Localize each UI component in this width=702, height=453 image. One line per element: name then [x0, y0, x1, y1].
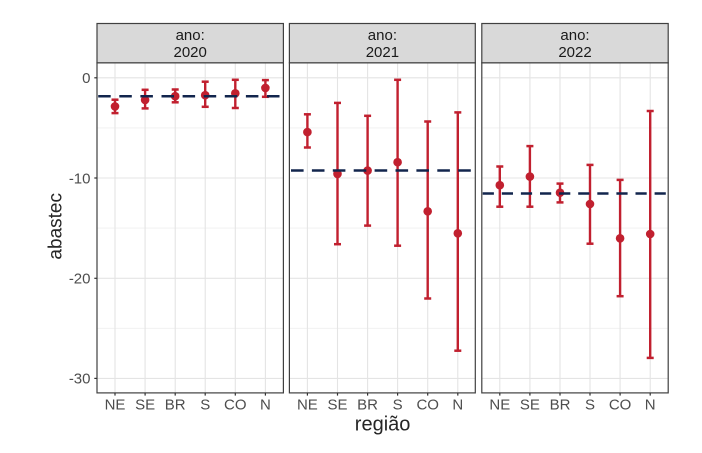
svg-text:NE: NE: [297, 397, 318, 414]
svg-text:-10: -10: [69, 170, 91, 187]
svg-text:BR: BR: [165, 397, 186, 414]
svg-text:CO: CO: [224, 397, 247, 414]
svg-text:-20: -20: [69, 271, 91, 288]
svg-text:BR: BR: [357, 397, 378, 414]
svg-text:NE: NE: [489, 397, 510, 414]
svg-text:BR: BR: [550, 397, 571, 414]
svg-text:região: região: [355, 414, 411, 436]
svg-text:CO: CO: [609, 397, 632, 414]
svg-text:S: S: [585, 397, 595, 414]
svg-text:SE: SE: [135, 397, 155, 414]
svg-text:2022: 2022: [558, 44, 591, 61]
svg-text:N: N: [260, 397, 271, 414]
svg-text:abastec: abastec: [46, 193, 67, 260]
svg-text:ano:: ano:: [560, 27, 589, 44]
svg-text:N: N: [452, 397, 463, 414]
svg-text:0: 0: [82, 70, 90, 87]
svg-text:ano:: ano:: [176, 27, 205, 44]
svg-text:SE: SE: [327, 397, 347, 414]
svg-text:ano:: ano:: [368, 27, 397, 44]
svg-text:N: N: [645, 397, 656, 414]
svg-text:SE: SE: [520, 397, 540, 414]
svg-text:NE: NE: [105, 397, 126, 414]
svg-text:-30: -30: [69, 371, 91, 388]
svg-text:2021: 2021: [366, 44, 399, 61]
svg-text:S: S: [200, 397, 210, 414]
svg-text:CO: CO: [416, 397, 439, 414]
svg-text:2020: 2020: [174, 44, 207, 61]
svg-text:S: S: [393, 397, 403, 414]
